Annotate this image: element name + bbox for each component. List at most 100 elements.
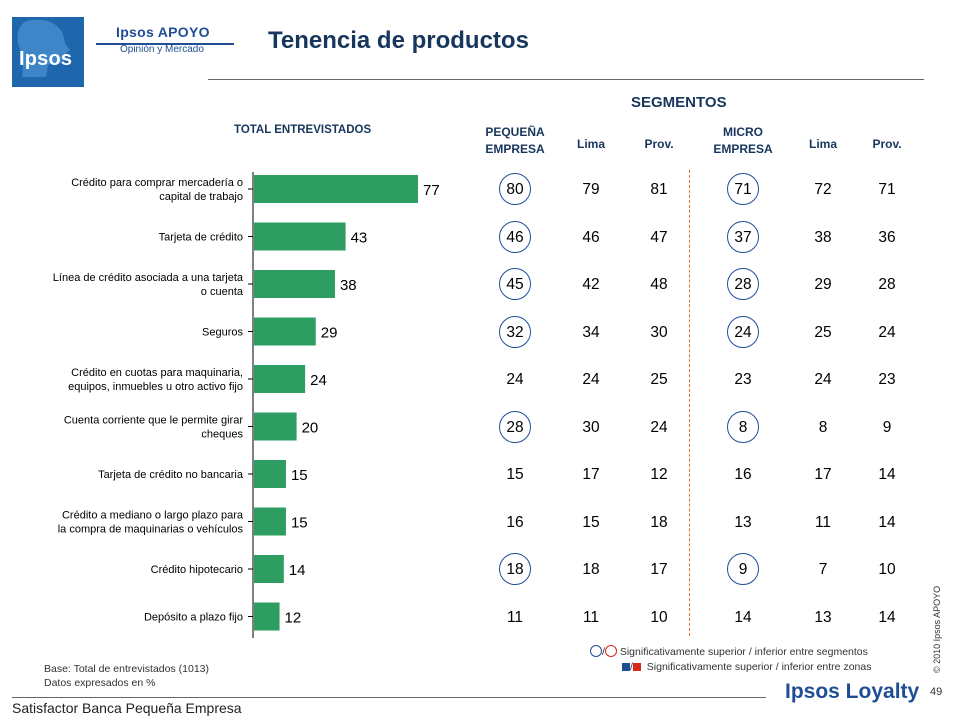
table-cell: 24 <box>814 371 832 388</box>
table-cell: 11 <box>582 608 600 626</box>
bar <box>254 222 346 251</box>
base-note-line: Datos expresados en % <box>44 677 156 689</box>
square-inferior-icon <box>632 663 641 671</box>
table-cell: 28 <box>878 276 896 293</box>
category-label: Crédito hipotecario <box>151 564 243 576</box>
table-cell: 46 <box>582 228 600 246</box>
circle-inferior-icon <box>604 645 617 657</box>
table-cell: 15 <box>582 513 600 531</box>
column-header-pequena-empresa: PEQUEÑA EMPRESA <box>468 124 562 158</box>
bar <box>254 317 316 346</box>
column-header-line: MICRO <box>723 125 763 139</box>
bar-value-label: 20 <box>302 420 319 437</box>
category-label: cheques <box>201 429 243 441</box>
legend-segments-text: Significativamente superior / inferior e… <box>619 646 868 658</box>
table-cell: 16 <box>734 466 752 483</box>
category-label: Línea de crédito asociada a una tarjeta <box>53 272 244 284</box>
legend-segments: / Significativamente superior / inferior… <box>590 645 868 658</box>
head-silhouette-icon <box>17 19 70 77</box>
logo-underline <box>96 43 234 45</box>
table-cell: 7 <box>818 561 828 578</box>
base-note: Base: Total de entrevistados (1013) Dato… <box>44 662 209 690</box>
table-cell: 25 <box>650 371 668 388</box>
legend-zones-text: Significativamente superior / inferior e… <box>646 661 872 673</box>
bar <box>254 460 286 488</box>
column-header-pe-lima: Lima <box>576 137 605 151</box>
column-header-pe-prov: Prov. <box>644 137 674 151</box>
bar-value-label: 77 <box>423 182 440 199</box>
table-cell: 17 <box>814 466 832 483</box>
bar-value-label: 43 <box>351 230 368 247</box>
bar-value-label: 15 <box>291 467 308 484</box>
significance-circle <box>727 315 759 348</box>
significance-circle <box>499 220 531 253</box>
total-header: TOTAL ENTREVISTADOS <box>234 124 372 136</box>
bar-value-label: 24 <box>310 372 327 389</box>
table-cell: 13 <box>814 608 832 626</box>
table-cell: 42 <box>582 276 600 293</box>
table-cell: 48 <box>650 276 668 293</box>
bar <box>254 602 280 631</box>
ipsos-logo <box>12 17 84 87</box>
bar-value-label: 38 <box>340 277 357 294</box>
logo-subtitle: Opinión y Mercado <box>120 44 204 55</box>
logo-brand-text: Ipsos APOYO <box>116 24 210 40</box>
category-label: Tarjeta de crédito <box>159 232 243 244</box>
table-cell: 23 <box>878 371 896 388</box>
table-cell: 47 <box>650 228 668 246</box>
page-number: 49 <box>930 686 943 698</box>
table-cell: 24 <box>878 323 896 341</box>
significance-circle <box>499 315 531 348</box>
table-cell: 14 <box>878 608 896 626</box>
significance-circle <box>499 410 531 443</box>
table-cell: 72 <box>814 181 832 198</box>
category-label: equipos, inmuebles u otro activo fijo <box>68 381 243 393</box>
table-cell: 18 <box>650 513 668 531</box>
bar <box>254 270 335 298</box>
title-divider <box>208 79 924 80</box>
category-label: Seguros <box>202 327 243 339</box>
bar <box>254 175 419 203</box>
significance-circle <box>727 553 759 585</box>
bar-value-label: 12 <box>285 610 302 627</box>
table-cell: 18 <box>582 561 600 578</box>
table-cell: 36 <box>878 228 896 246</box>
table-cell: 14 <box>734 608 752 626</box>
table-cell: 81 <box>650 181 668 198</box>
table-cell: 79 <box>582 181 600 198</box>
table-cell: 13 <box>734 513 752 531</box>
significance-circle <box>499 268 531 300</box>
table-cell: 14 <box>878 466 896 483</box>
segment-separator <box>689 170 690 636</box>
bar <box>254 365 306 393</box>
table-cell: 30 <box>582 418 600 436</box>
bar-value-label: 15 <box>291 515 308 532</box>
report-name: Satisfactor Banca Pequeña Empresa <box>12 700 242 716</box>
legend-slash: / <box>630 661 633 673</box>
ipsos-loyalty-logo: Ipsos Loyalty <box>785 680 920 703</box>
column-header-me-lima: Lima <box>808 137 837 151</box>
category-label: Crédito a mediano o largo plazo para <box>62 510 244 522</box>
significance-circle <box>727 268 759 300</box>
table-cell: 9 <box>882 418 892 436</box>
table-cell: 24 <box>582 371 600 388</box>
segments-title: SEGMENTOS <box>631 94 727 111</box>
table-cell: 71 <box>878 181 896 198</box>
table-cell: 34 <box>582 323 600 341</box>
table-cell: 8 <box>818 418 828 436</box>
table-cell: 10 <box>878 561 896 578</box>
table-cell: 11 <box>814 513 832 531</box>
significance-circle <box>727 220 759 253</box>
table-cell: 17 <box>582 466 600 483</box>
table-cell: 25 <box>814 323 832 341</box>
category-label: Crédito para comprar mercadería o <box>71 177 243 189</box>
table-cell: 30 <box>650 323 668 341</box>
page-title: Tenencia de productos <box>268 27 529 54</box>
category-label: Cuenta corriente que le permite girar <box>64 415 243 427</box>
footer-divider <box>12 697 766 698</box>
column-header-me-prov: Prov. <box>872 137 902 151</box>
table-cell: 15 <box>506 466 524 483</box>
table-cell: 23 <box>734 371 752 388</box>
column-header-line: PEQUEÑA <box>485 125 545 139</box>
significance-circle <box>499 553 531 585</box>
